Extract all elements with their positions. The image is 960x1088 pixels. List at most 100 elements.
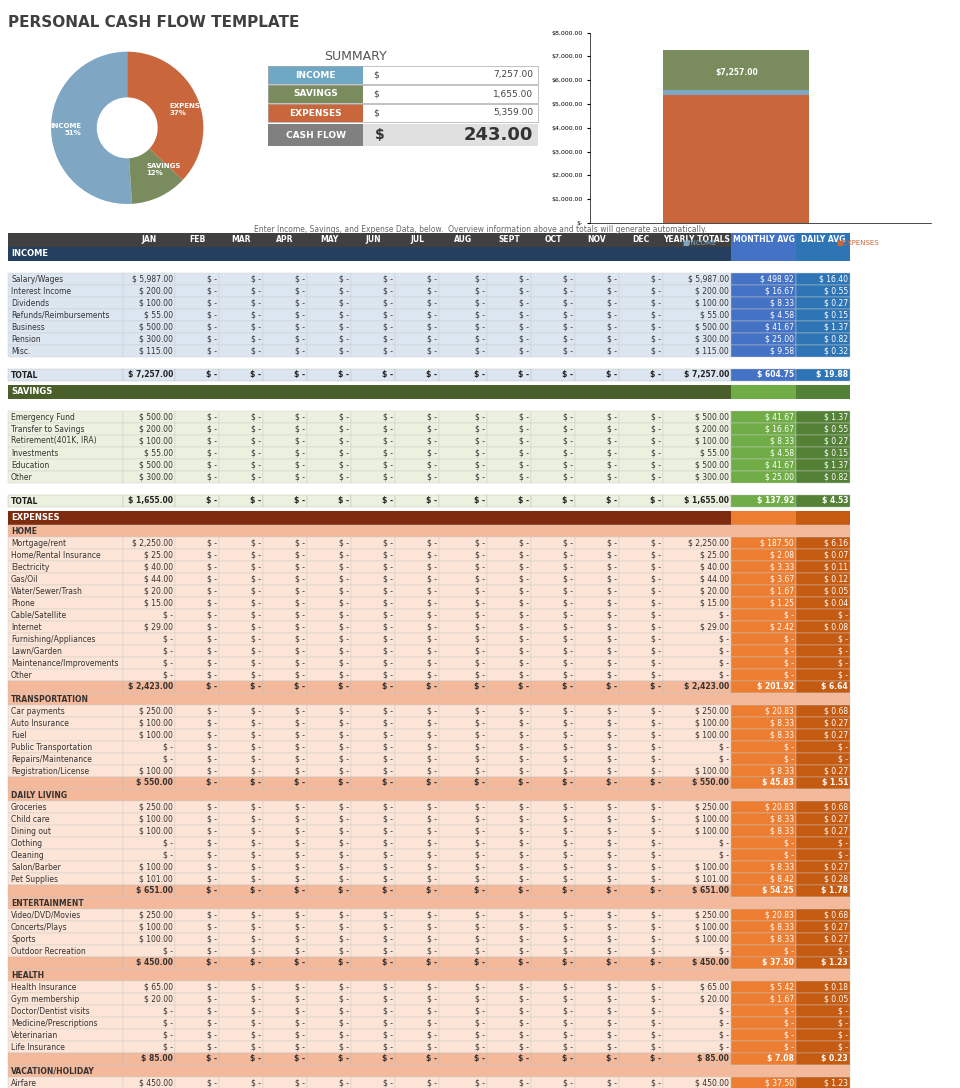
Bar xyxy=(395,741,439,753)
Text: $ -: $ - xyxy=(519,875,529,883)
Text: $ 0.82: $ 0.82 xyxy=(824,472,848,482)
Bar xyxy=(263,411,307,423)
Bar xyxy=(395,729,439,741)
Bar xyxy=(8,777,123,789)
Text: $ -: $ - xyxy=(517,1054,529,1063)
Bar xyxy=(575,1041,619,1053)
Text: $ -: $ - xyxy=(339,658,349,668)
Bar xyxy=(307,561,351,573)
Text: $ -: $ - xyxy=(207,767,217,776)
Text: $ -: $ - xyxy=(205,959,217,967)
Bar xyxy=(439,597,487,609)
Text: $ -: $ - xyxy=(339,334,349,344)
Bar xyxy=(487,753,531,765)
Text: $ 200.00: $ 200.00 xyxy=(695,286,729,296)
Text: $ -: $ - xyxy=(427,472,437,482)
Bar xyxy=(487,705,531,717)
Bar xyxy=(8,1053,123,1065)
Bar xyxy=(487,801,531,813)
Bar xyxy=(619,621,663,633)
Bar xyxy=(219,981,263,993)
Bar xyxy=(575,741,619,753)
Text: $ -: $ - xyxy=(838,1006,848,1015)
Text: $ 100.00: $ 100.00 xyxy=(695,767,729,776)
Text: $ -: $ - xyxy=(427,982,437,991)
Text: $ -: $ - xyxy=(250,371,261,380)
Bar xyxy=(175,459,219,471)
Text: $ -: $ - xyxy=(719,670,729,680)
Text: $ -: $ - xyxy=(784,1042,794,1051)
Bar xyxy=(8,957,123,969)
Text: $ -: $ - xyxy=(295,718,305,728)
Bar xyxy=(263,321,307,333)
Bar xyxy=(307,873,351,885)
Text: $ -: $ - xyxy=(607,1030,617,1039)
Text: $ -: $ - xyxy=(607,646,617,655)
Bar xyxy=(531,471,575,483)
Text: $ 55.00: $ 55.00 xyxy=(700,448,729,457)
Text: HEALTH: HEALTH xyxy=(11,970,44,979)
Bar xyxy=(219,753,263,765)
Text: $ -: $ - xyxy=(251,875,261,883)
Bar xyxy=(351,777,395,789)
Bar xyxy=(796,459,850,471)
Bar xyxy=(351,981,395,993)
Text: CASH FLOW: CASH FLOW xyxy=(285,131,346,139)
Bar xyxy=(487,957,531,969)
Text: $ -: $ - xyxy=(475,803,485,812)
Bar xyxy=(531,813,575,825)
Bar xyxy=(487,645,531,657)
Text: $ -: $ - xyxy=(207,935,217,943)
Text: $ -: $ - xyxy=(607,754,617,764)
Bar xyxy=(487,993,531,1005)
Text: $ -: $ - xyxy=(475,448,485,457)
Text: $ -: $ - xyxy=(519,923,529,931)
Bar xyxy=(796,837,850,849)
Text: $ -: $ - xyxy=(784,670,794,680)
Text: $ 100.00: $ 100.00 xyxy=(695,298,729,308)
Bar xyxy=(487,777,531,789)
Bar xyxy=(307,495,351,507)
Bar xyxy=(123,705,175,717)
Bar xyxy=(351,573,395,585)
Bar xyxy=(731,777,796,789)
Text: $ -: $ - xyxy=(383,274,393,284)
Bar xyxy=(663,908,731,922)
Bar xyxy=(219,705,263,717)
Bar xyxy=(531,273,575,285)
Text: $ -: $ - xyxy=(474,959,485,967)
Bar xyxy=(307,333,351,345)
Text: $ -: $ - xyxy=(651,1018,661,1027)
Bar xyxy=(307,369,351,381)
Bar xyxy=(575,423,619,435)
Bar xyxy=(575,837,619,849)
Text: $ -: $ - xyxy=(607,947,617,955)
Bar xyxy=(619,273,663,285)
Bar xyxy=(731,423,796,435)
Text: $ -: $ - xyxy=(382,887,393,895)
Text: $ 500.00: $ 500.00 xyxy=(139,412,173,421)
Text: OCT: OCT xyxy=(544,235,562,245)
Bar xyxy=(8,873,123,885)
Text: $ -: $ - xyxy=(207,923,217,931)
Text: $ -: $ - xyxy=(163,839,173,848)
Text: $ -: $ - xyxy=(339,863,349,871)
Bar xyxy=(263,849,307,861)
Text: $ -: $ - xyxy=(651,310,661,320)
Text: $ 250.00: $ 250.00 xyxy=(695,911,729,919)
Text: $ -: $ - xyxy=(295,586,305,595)
Text: $ -: $ - xyxy=(426,887,437,895)
Bar xyxy=(263,285,307,297)
Bar xyxy=(175,908,219,922)
Text: $ -: $ - xyxy=(475,298,485,308)
Bar xyxy=(175,741,219,753)
Text: $ -: $ - xyxy=(719,1006,729,1015)
Bar xyxy=(351,993,395,1005)
Bar xyxy=(175,765,219,777)
Bar xyxy=(8,233,731,247)
Bar xyxy=(123,561,175,573)
Bar xyxy=(663,273,731,285)
Text: $ -: $ - xyxy=(519,610,529,619)
Text: $ -: $ - xyxy=(339,1030,349,1039)
Bar xyxy=(575,459,619,471)
